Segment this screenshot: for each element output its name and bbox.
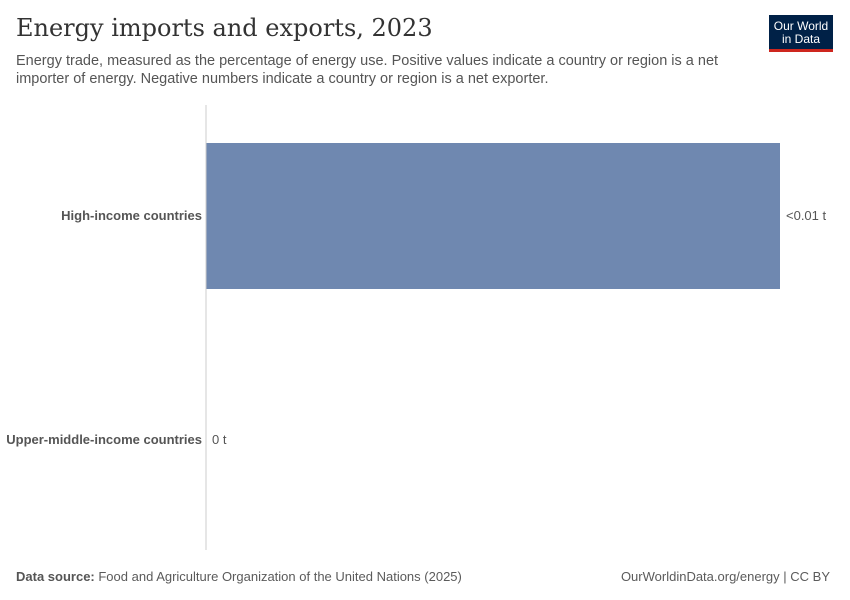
logo-text: Our World in Data xyxy=(773,19,829,46)
value-label: 0 t xyxy=(212,432,227,447)
credit-link[interactable]: OurWorldinData.org/energy | CC BY xyxy=(620,569,830,584)
source-text: Food and Agriculture Organization of the… xyxy=(94,569,462,584)
bar xyxy=(206,143,780,289)
chart-subtitle: Energy trade, measured as the percentage… xyxy=(16,53,719,87)
category-label: High-income countries xyxy=(61,208,202,223)
data-source: Data source: Food and Agriculture Organi… xyxy=(16,569,462,584)
owid-logo[interactable]: Our World in Data xyxy=(769,15,833,52)
value-label: <0.01 t xyxy=(786,208,827,223)
chart-title: Energy imports and exports, 2023 xyxy=(16,14,433,42)
category-label: Upper-middle-income countries xyxy=(6,432,202,447)
source-label: Data source: xyxy=(16,569,95,584)
